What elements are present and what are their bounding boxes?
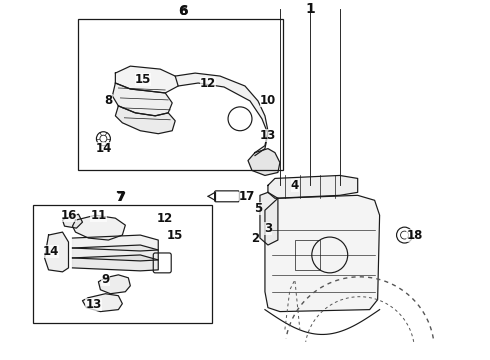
Polygon shape	[73, 235, 158, 251]
Text: 14: 14	[95, 142, 112, 155]
Text: 13: 13	[260, 129, 276, 142]
Text: 14: 14	[42, 246, 59, 258]
Polygon shape	[112, 83, 172, 116]
Polygon shape	[265, 195, 380, 312]
Polygon shape	[73, 245, 158, 261]
Text: 16: 16	[60, 209, 77, 222]
Bar	[295, 240, 320, 270]
Polygon shape	[260, 192, 278, 245]
Text: 11: 11	[90, 209, 106, 222]
Polygon shape	[82, 294, 122, 312]
Text: 8: 8	[104, 94, 113, 107]
Polygon shape	[115, 66, 178, 93]
Polygon shape	[268, 175, 358, 198]
Text: 3: 3	[264, 222, 272, 235]
Text: 5: 5	[254, 202, 262, 215]
Polygon shape	[73, 215, 125, 240]
Text: 17: 17	[239, 190, 255, 203]
Polygon shape	[175, 73, 268, 156]
Text: 2: 2	[251, 231, 259, 244]
Polygon shape	[73, 255, 158, 271]
Text: 7: 7	[116, 190, 125, 204]
Polygon shape	[115, 106, 175, 134]
Polygon shape	[98, 275, 130, 294]
Polygon shape	[45, 232, 69, 272]
Text: 4: 4	[291, 179, 299, 192]
Text: 17: 17	[239, 190, 255, 203]
Bar	[78, 19, 283, 171]
Text: 1: 1	[305, 3, 315, 17]
Polygon shape	[248, 149, 280, 175]
Text: 10: 10	[260, 94, 276, 107]
Text: 12: 12	[200, 77, 216, 90]
Text: 12: 12	[157, 212, 173, 225]
Text: 6: 6	[178, 4, 188, 18]
Text: 18: 18	[406, 229, 423, 242]
Text: 15: 15	[167, 229, 183, 242]
Text: 7: 7	[116, 191, 125, 204]
Polygon shape	[63, 214, 82, 228]
Text: 6: 6	[178, 5, 188, 18]
Text: 13: 13	[85, 298, 101, 311]
Bar	[33, 205, 212, 323]
Text: 15: 15	[135, 73, 151, 86]
Text: 9: 9	[101, 273, 110, 286]
